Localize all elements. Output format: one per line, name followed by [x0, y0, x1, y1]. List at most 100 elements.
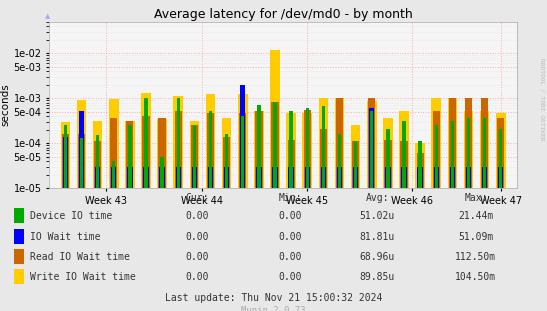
- Bar: [189, 121, 199, 188]
- Bar: [193, 124, 196, 188]
- Bar: [128, 124, 132, 188]
- Bar: [354, 141, 357, 188]
- Bar: [449, 98, 456, 188]
- Title: Average latency for /dev/md0 - by month: Average latency for /dev/md0 - by month: [154, 7, 412, 21]
- Text: Last update: Thu Nov 21 15:00:32 2024: Last update: Thu Nov 21 15:00:32 2024: [165, 293, 382, 303]
- Bar: [142, 116, 150, 188]
- Bar: [338, 134, 341, 188]
- Bar: [401, 167, 406, 188]
- Bar: [274, 102, 277, 188]
- Bar: [93, 121, 102, 188]
- Bar: [288, 140, 295, 188]
- Bar: [209, 111, 212, 188]
- Bar: [222, 118, 231, 188]
- Bar: [256, 167, 261, 188]
- Bar: [272, 167, 278, 188]
- Bar: [223, 137, 230, 188]
- Bar: [464, 111, 473, 188]
- Bar: [111, 167, 117, 188]
- Bar: [160, 157, 164, 188]
- Bar: [304, 109, 311, 188]
- Text: 51.09m: 51.09m: [458, 232, 493, 242]
- Bar: [238, 95, 248, 188]
- Bar: [497, 118, 504, 188]
- Bar: [62, 134, 69, 188]
- Bar: [320, 129, 327, 188]
- Text: IO Wait time: IO Wait time: [30, 232, 101, 242]
- Bar: [434, 167, 439, 188]
- Bar: [286, 114, 296, 188]
- Bar: [385, 167, 391, 188]
- Bar: [63, 124, 67, 188]
- Text: Write IO Wait time: Write IO Wait time: [30, 272, 136, 282]
- Text: RRDTOOL / TOBI OETIKER: RRDTOOL / TOBI OETIKER: [539, 58, 544, 141]
- Text: 104.50m: 104.50m: [455, 272, 497, 282]
- Bar: [63, 137, 68, 188]
- Bar: [482, 167, 487, 188]
- Bar: [109, 99, 119, 188]
- Bar: [480, 111, 490, 188]
- Bar: [450, 167, 455, 188]
- Text: 0.00: 0.00: [278, 232, 301, 242]
- Bar: [367, 101, 376, 188]
- Text: Min:: Min:: [278, 193, 301, 202]
- Bar: [126, 121, 133, 188]
- Bar: [191, 167, 197, 188]
- Bar: [79, 111, 84, 188]
- Bar: [417, 167, 423, 188]
- Bar: [241, 116, 245, 188]
- Bar: [416, 153, 424, 188]
- Bar: [143, 167, 149, 188]
- Y-axis label: seconds: seconds: [1, 84, 11, 126]
- Text: 68.96u: 68.96u: [360, 252, 395, 262]
- Text: 0.00: 0.00: [278, 211, 301, 221]
- Bar: [270, 50, 280, 188]
- Bar: [144, 98, 148, 188]
- Bar: [403, 121, 406, 188]
- Bar: [191, 124, 198, 188]
- Text: 112.50m: 112.50m: [455, 252, 497, 262]
- Bar: [77, 100, 86, 188]
- Text: 0.00: 0.00: [185, 211, 208, 221]
- Bar: [322, 106, 325, 188]
- Bar: [483, 118, 486, 188]
- Bar: [176, 167, 181, 188]
- Bar: [94, 141, 101, 188]
- Bar: [434, 124, 438, 188]
- Text: 89.85u: 89.85u: [360, 272, 395, 282]
- Bar: [78, 134, 85, 188]
- Bar: [481, 98, 488, 188]
- Text: Device IO time: Device IO time: [30, 211, 112, 221]
- Bar: [159, 118, 166, 188]
- Bar: [271, 102, 278, 188]
- Bar: [141, 93, 151, 188]
- Bar: [496, 114, 505, 188]
- Bar: [386, 129, 389, 188]
- Text: 21.44m: 21.44m: [458, 211, 493, 221]
- Bar: [433, 111, 440, 188]
- Text: ▲: ▲: [44, 13, 50, 20]
- Bar: [368, 98, 375, 188]
- Text: 0.00: 0.00: [185, 272, 208, 282]
- Bar: [174, 111, 182, 188]
- Bar: [255, 111, 263, 188]
- Bar: [498, 167, 503, 188]
- Bar: [447, 98, 457, 188]
- Text: Cur:: Cur:: [185, 193, 208, 202]
- Bar: [302, 114, 312, 188]
- Text: Read IO Wait time: Read IO Wait time: [30, 252, 130, 262]
- Bar: [112, 161, 115, 188]
- Bar: [337, 167, 342, 188]
- Text: 0.00: 0.00: [278, 272, 301, 282]
- Bar: [353, 167, 358, 188]
- Bar: [318, 98, 328, 188]
- Bar: [224, 167, 229, 188]
- Bar: [451, 121, 454, 188]
- Bar: [369, 108, 375, 188]
- Bar: [110, 118, 118, 188]
- Bar: [125, 121, 135, 188]
- Bar: [240, 85, 246, 188]
- Bar: [158, 119, 167, 188]
- Bar: [257, 105, 260, 188]
- Bar: [96, 135, 100, 188]
